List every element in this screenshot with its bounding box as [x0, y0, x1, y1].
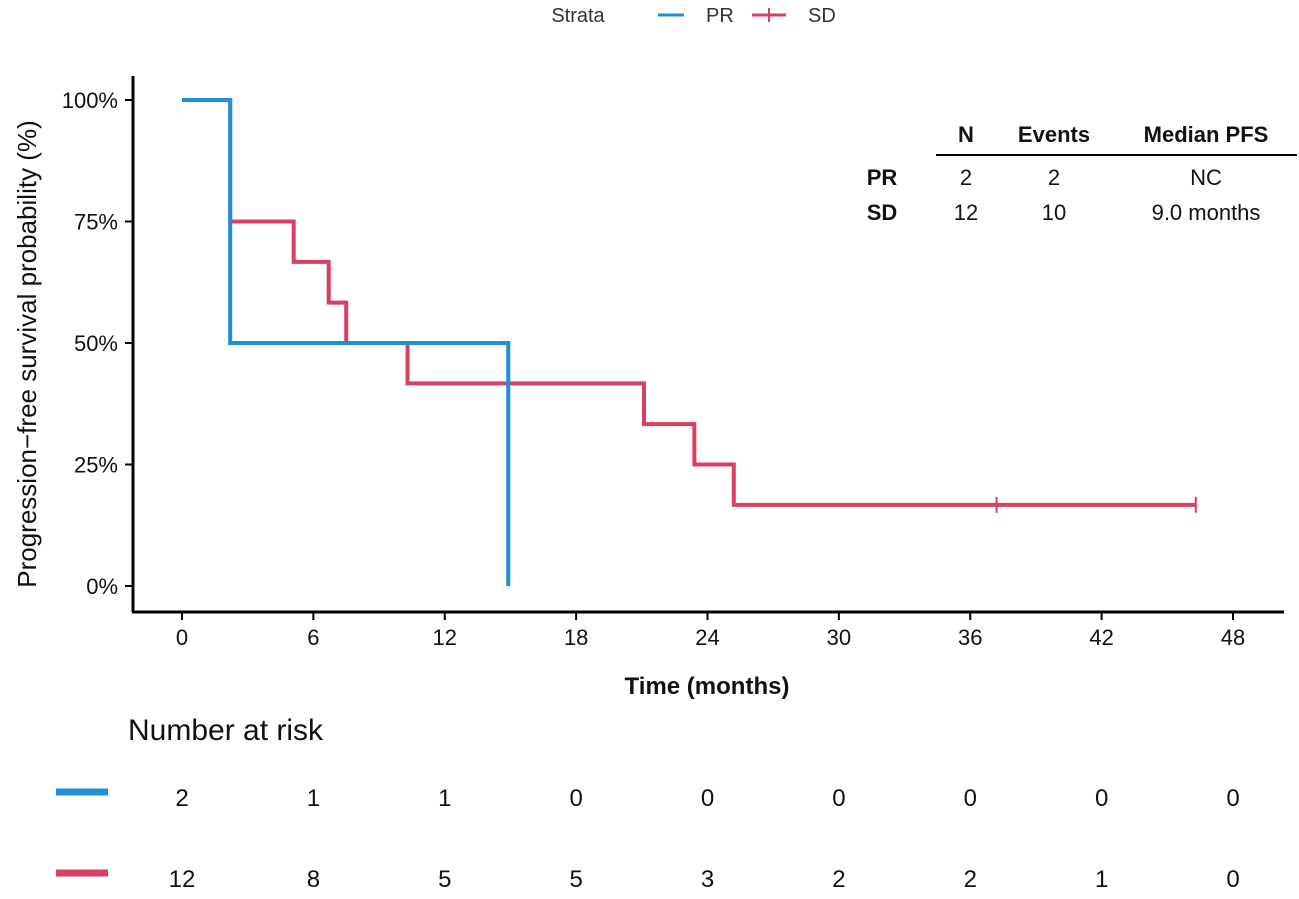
x-tick-label: 36 [958, 625, 982, 650]
risk-value-sd: 3 [701, 866, 714, 893]
series-line-sd [182, 98, 1196, 507]
risk-value-pr: 0 [569, 785, 582, 812]
risk-table-title: Number at risk [128, 714, 324, 747]
risk-value-pr: 0 [832, 785, 845, 812]
risk-value-pr: 2 [175, 785, 188, 812]
summary-table: N Events Median PFS PR 2 2 NC SD 12 10 9… [867, 122, 1297, 225]
risk-value-pr: 0 [1226, 785, 1239, 812]
risk-table: 2 1 1 0 0 0 0 0 0 12 8 5 5 3 2 2 1 0 [56, 785, 1240, 893]
risk-value-pr: 1 [438, 785, 451, 812]
summary-row-sd-n: 12 [954, 200, 978, 225]
x-tick-label: 24 [695, 625, 719, 650]
y-axis-title: Progression−free survival probability (%… [12, 120, 42, 587]
summary-header-events: Events [1018, 122, 1090, 147]
legend-title: Strata [551, 5, 605, 27]
risk-value-pr: 0 [701, 785, 714, 812]
summary-row-sd-events: 10 [1042, 200, 1066, 225]
risk-value-sd: 2 [832, 866, 845, 893]
legend-label-pr: PR [706, 5, 734, 27]
risk-value-sd: 8 [307, 866, 320, 893]
y-tick-label: 75% [74, 210, 118, 235]
series-line-pr [182, 98, 511, 586]
summary-header-median: Median PFS [1144, 122, 1269, 147]
risk-value-sd: 2 [964, 866, 977, 893]
risk-value-pr: 0 [964, 785, 977, 812]
series [182, 98, 1197, 586]
y-tick-label: 0% [86, 574, 118, 599]
summary-row-pr-median: NC [1190, 165, 1222, 190]
summary-row-pr-n: 2 [960, 165, 972, 190]
risk-value-sd: 0 [1226, 866, 1239, 893]
x-tick-label: 30 [827, 625, 851, 650]
risk-value-sd: 1 [1095, 866, 1108, 893]
y-tick-label: 50% [74, 331, 118, 356]
y-tick-label: 25% [74, 453, 118, 478]
legend: Strata PR SD [551, 5, 835, 27]
risk-value-sd: 12 [169, 866, 196, 893]
summary-row-sd-name: SD [867, 200, 898, 225]
x-tick-label: 48 [1221, 625, 1245, 650]
risk-value-sd: 5 [438, 866, 451, 893]
x-tick-label: 18 [564, 625, 588, 650]
ticks: 0 6 12 18 24 30 36 42 48 0% 25% 50% 75% 100% [62, 88, 1246, 650]
summary-row-sd-median: 9.0 months [1152, 200, 1261, 225]
x-tick-label: 12 [433, 625, 457, 650]
x-axis-title: Time (months) [625, 673, 790, 700]
risk-value-pr: 1 [307, 785, 320, 812]
summary-row-pr-name: PR [867, 165, 898, 190]
x-tick-label: 42 [1089, 625, 1113, 650]
summary-header-n: N [958, 122, 974, 147]
risk-value-sd: 5 [569, 866, 582, 893]
y-tick-label: 100% [62, 88, 118, 113]
x-tick-label: 6 [307, 625, 319, 650]
legend-label-sd: SD [808, 5, 836, 27]
x-tick-label: 0 [176, 625, 188, 650]
summary-row-pr-events: 2 [1048, 165, 1060, 190]
risk-value-pr: 0 [1095, 785, 1108, 812]
